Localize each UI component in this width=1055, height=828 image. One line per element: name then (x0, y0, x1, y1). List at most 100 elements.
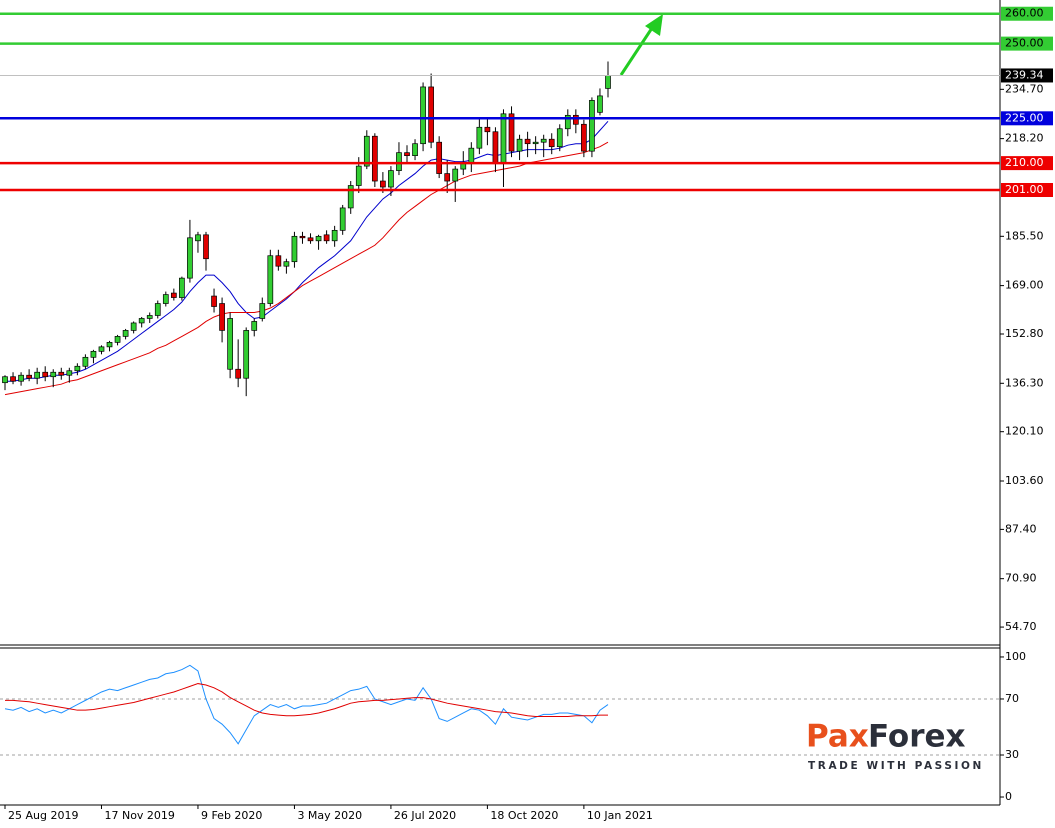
candle-body (130, 322, 137, 331)
candle-body (275, 255, 282, 267)
logo-tagline: TRADE WITH PASSION (808, 760, 984, 772)
level-box (1001, 36, 1053, 51)
candle-body (162, 294, 169, 304)
candle-body (98, 346, 105, 352)
candle-body (371, 135, 378, 182)
candle-body (347, 185, 354, 209)
y-tick-label: 218.20 (1005, 132, 1044, 145)
candle-body (66, 370, 73, 376)
y-tick-label: 103.60 (1005, 474, 1044, 487)
y-tick-label: 87.40 (1005, 522, 1037, 535)
candle-body (146, 315, 153, 319)
candle-body (508, 113, 515, 152)
candle-body (589, 100, 595, 152)
candle-body (516, 138, 523, 152)
candle-body (363, 135, 370, 167)
candle-body (412, 143, 418, 156)
x-tick-label: 9 Feb 2020 (201, 809, 262, 822)
x-tick-label: 25 Aug 2019 (8, 809, 78, 822)
candle-body (500, 113, 507, 164)
candle-body (572, 114, 579, 125)
candle-body (179, 277, 185, 298)
x-tick-label: 18 Oct 2020 (490, 809, 558, 822)
candle-body (581, 123, 587, 152)
x-tick-label: 17 Nov 2019 (104, 809, 174, 822)
candle-body (323, 234, 330, 242)
moving-average (5, 120, 609, 382)
level-label: 250.00 (1005, 37, 1044, 50)
y-tick-label: 136.30 (1005, 376, 1044, 389)
candle-body (34, 371, 41, 379)
indicator-line (5, 683, 608, 717)
level-box (1001, 6, 1053, 21)
y-tick-label: 0 (1005, 790, 1012, 803)
candle-body (476, 126, 483, 149)
candle-body (548, 138, 555, 148)
candle-body (58, 371, 65, 376)
candle-body (331, 229, 338, 242)
candle-body (90, 350, 97, 358)
logo-brand: Forex (868, 719, 966, 755)
candle-body (259, 303, 266, 319)
candle-body (122, 330, 129, 337)
candle-body (138, 318, 145, 324)
candle-body (492, 131, 499, 164)
candle-body (380, 180, 386, 188)
candle-body (243, 330, 250, 379)
level-box (1001, 183, 1053, 198)
candle-body (404, 152, 410, 156)
candle-body (74, 365, 81, 372)
candle-body (18, 374, 24, 382)
candle-body (10, 376, 16, 382)
level-box (1001, 111, 1053, 126)
candle-body (339, 207, 346, 231)
candle-body (605, 75, 611, 89)
y-tick-label: 70.90 (1005, 572, 1037, 585)
last-price-box (1001, 68, 1053, 83)
candle-body (2, 376, 8, 384)
logo-brand: Pax (806, 719, 869, 755)
candle-body (251, 321, 258, 331)
candle-body (564, 114, 571, 130)
candle-body (82, 356, 89, 367)
candle-body (420, 86, 426, 145)
candle-body (396, 152, 402, 171)
candle-body (106, 342, 113, 348)
candle-body (154, 303, 161, 316)
candle-body (428, 86, 434, 143)
candle-body (556, 128, 563, 148)
candle-body (195, 234, 201, 242)
level-label: 201.00 (1005, 183, 1044, 196)
x-tick-label: 26 Jul 2020 (394, 809, 456, 822)
y-tick-label: 152.80 (1005, 327, 1044, 340)
y-tick-label: 185.50 (1005, 229, 1044, 242)
candle-body (26, 374, 32, 379)
trend-arrow (619, 14, 663, 76)
level-label: 260.00 (1005, 7, 1044, 20)
candle-body (299, 235, 306, 239)
candle-body (452, 168, 459, 182)
candle-body (283, 261, 290, 267)
candle-body (291, 235, 298, 263)
y-tick-label: 169.00 (1005, 279, 1044, 292)
candle-body (484, 126, 491, 133)
candle-body (307, 237, 314, 242)
candle-body (211, 295, 217, 307)
candle-body (315, 235, 322, 242)
candle-body (444, 173, 451, 182)
level-box (1001, 156, 1053, 171)
candle-body (227, 318, 233, 370)
candle-body (355, 165, 362, 186)
logo: Pax Forex TRADE WITH PASSION (806, 719, 984, 773)
candle-body (388, 170, 394, 188)
candle-body (540, 138, 547, 143)
candle-body (597, 95, 603, 113)
candle-body (42, 371, 49, 378)
y-tick-label: 54.70 (1005, 620, 1037, 633)
y-tick-label: 70 (1005, 692, 1019, 705)
candle-body (532, 141, 539, 145)
moving-average (4, 141, 609, 396)
candle-body (267, 255, 274, 304)
